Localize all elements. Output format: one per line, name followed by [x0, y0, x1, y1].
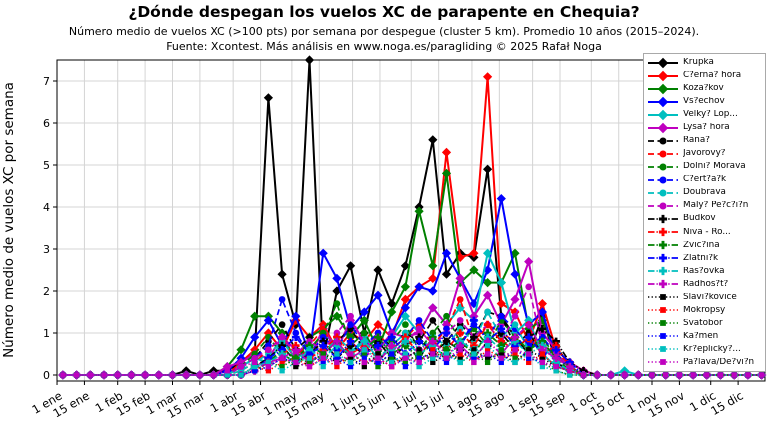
legend-line-sample: [648, 266, 678, 276]
legend-item: Vs?echov: [647, 96, 765, 108]
legend-item: Lysa? hora: [647, 122, 765, 134]
legend-line-sample: [648, 253, 678, 263]
legend-label: Slavi?kovice: [683, 292, 737, 302]
legend-item: Radhos?t?: [647, 278, 765, 290]
legend-item: Zlatni?k: [647, 252, 765, 264]
legend-label: Niva - Ro...: [683, 227, 731, 237]
legend-label: Rana?: [683, 136, 710, 146]
legend-item: Budkov: [647, 213, 765, 225]
legend-label: Zlatni?k: [683, 253, 719, 263]
legend-label: Doubrava: [683, 188, 726, 198]
legend-label: Koza?kov: [683, 84, 724, 93]
legend-item: C?ert?a?k: [647, 174, 765, 186]
legend-line-sample: [648, 307, 678, 313]
legend-item: Dolni? Morava: [647, 161, 765, 173]
legend-label: Maly? Pe?c?i?n: [683, 201, 749, 211]
series-Pa?lava/De?vi?n: [60, 347, 765, 378]
legend-item: Velky? Lop...: [647, 109, 765, 121]
legend-item: Kr?eplicky?...: [647, 343, 765, 355]
legend-label: Velky? Lop...: [683, 110, 738, 120]
y-tick-label: 4: [43, 201, 50, 214]
legend-label: Lysa? hora: [683, 123, 730, 133]
legend-label: Budkov: [683, 214, 716, 224]
y-tick-label: 1: [43, 327, 50, 340]
legend-item: Zvic?ina: [647, 239, 765, 251]
legend-item: Maly? Pe?c?i?n: [647, 200, 765, 212]
legend-line-sample: [648, 57, 678, 68]
legend-item: Slavi?kovice: [647, 291, 765, 303]
legend-label: Pa?lava/De?vi?n: [683, 357, 755, 367]
legend-label: C?ert?a?k: [683, 175, 727, 185]
legend-line-sample: [648, 279, 678, 289]
y-tick-label: 3: [43, 243, 50, 256]
legend-line-sample: [648, 294, 678, 300]
legend-line-sample: [648, 83, 678, 94]
chart-title: ¿Dónde despegan los vuelos XC de parapen…: [128, 3, 640, 21]
y-axis-label: Número medio de vuelos XC por semana: [1, 82, 17, 358]
legend-item: Svatobor: [647, 317, 765, 329]
legend-item: Pa?lava/De?vi?n: [647, 356, 765, 368]
legend-line-sample: [648, 227, 678, 237]
legend-line-sample: [648, 176, 678, 184]
legend-item: Rana?: [647, 135, 765, 147]
data-series: [58, 55, 767, 380]
legend-label: Krupka: [683, 58, 714, 67]
legend-line-sample: [648, 320, 678, 327]
legend-line-sample: [648, 240, 678, 250]
chart-attribution: Fuente: Xcontest. Más análisis en www.no…: [166, 40, 602, 53]
legend-item: Niva - Ro...: [647, 226, 765, 238]
legend-label: Mokropsy: [683, 305, 726, 315]
legend-label: Javorovy?: [683, 149, 726, 159]
legend-item: Javorovy?: [647, 148, 765, 160]
y-tick-label: 0: [43, 369, 50, 382]
legend-item: Ras?ovka: [647, 265, 765, 277]
y-tick-label: 5: [43, 159, 50, 172]
y-tick-label: 2: [43, 285, 50, 298]
legend-item: C?erna? hora: [647, 70, 765, 82]
legend-label: Dolni? Morava: [683, 162, 746, 172]
legend-label: Ka?men: [683, 331, 719, 341]
legend-label: C?erna? hora: [683, 71, 742, 80]
legend-item: Mokropsy: [647, 304, 765, 316]
y-tick-label: 7: [43, 75, 50, 88]
legend-line-sample: [648, 189, 678, 197]
legend-item: Krupka: [647, 57, 765, 69]
legend-item: Doubrava: [647, 187, 765, 199]
legend-label: Radhos?t?: [683, 279, 729, 289]
y-tick-label: 6: [43, 117, 50, 130]
chart-subtitle: Número medio de vuelos XC (>100 pts) por…: [68, 25, 700, 38]
legend-line-sample: [648, 346, 678, 353]
legend-line-sample: [648, 333, 678, 340]
legend-line-sample: [648, 122, 678, 133]
legend-label: Svatobor: [683, 318, 723, 328]
legend-line-sample: [648, 96, 678, 107]
legend-line-sample: [648, 150, 678, 158]
legend-line-sample: [648, 163, 678, 171]
legend-line-sample: [648, 137, 678, 145]
legend-item: Ka?men: [647, 330, 765, 342]
legend-line-sample: [648, 202, 678, 210]
legend-label: Kr?eplicky?...: [683, 344, 741, 354]
x-tick-label: 15 jul: [411, 388, 446, 416]
legend-label: Vs?echov: [683, 97, 725, 106]
legend: Krupka C?erna? hora Koza?kov Vs?echov Velky?…: [643, 53, 766, 372]
legend-line-sample: [648, 109, 678, 120]
x-tick-label: 15 dic: [708, 388, 745, 418]
legend-line-sample: [648, 359, 678, 366]
legend-line-sample: [648, 214, 678, 223]
legend-item: Koza?kov: [647, 83, 765, 95]
legend-label: Zvic?ina: [683, 240, 720, 250]
legend-line-sample: [648, 70, 678, 81]
legend-label: Ras?ovka: [683, 266, 725, 276]
